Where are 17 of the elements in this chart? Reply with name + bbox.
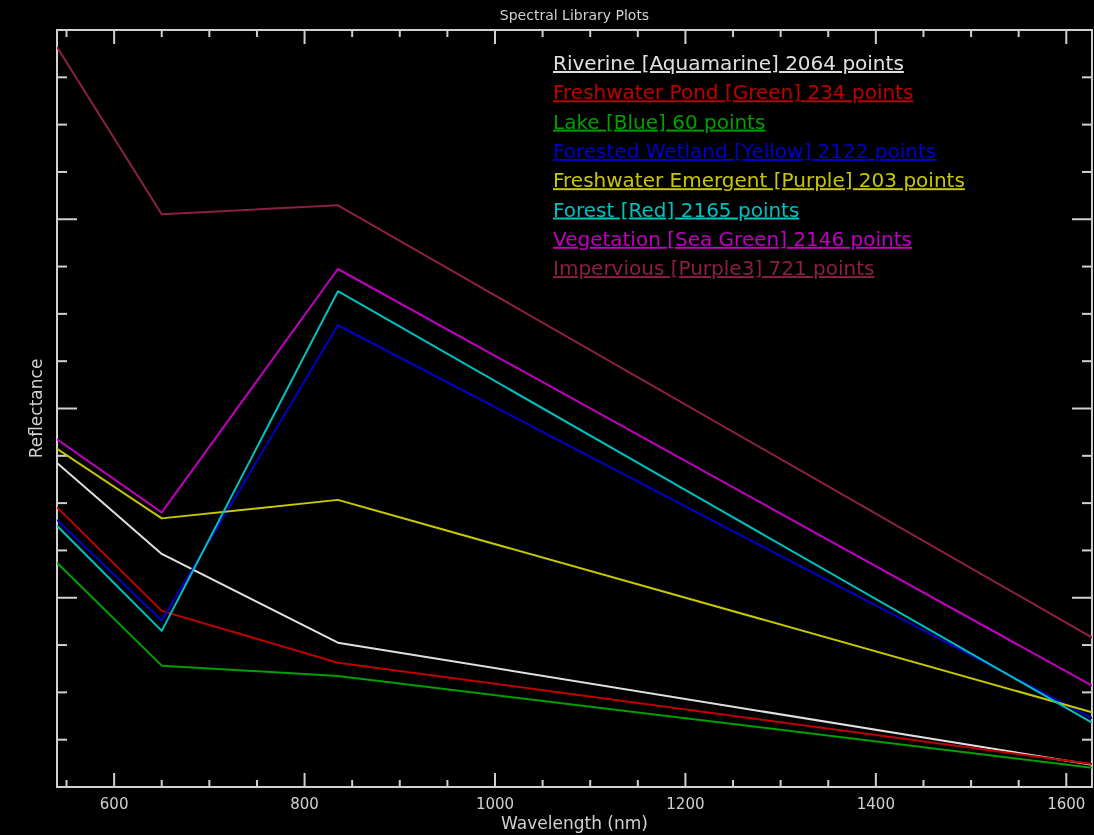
x-tick-label: 1600 <box>1047 795 1086 813</box>
text: Forest [Red] 2165 points <box>553 197 800 222</box>
x-tick-label: 800 <box>290 795 319 813</box>
y-axis-title: Reflectance <box>26 358 46 459</box>
x-tick-label: 1400 <box>856 795 895 813</box>
text: Forested Wetland [Yellow] 2122 points <box>553 138 937 163</box>
text: Freshwater Pond [Green] 234 points <box>553 80 914 105</box>
x-tick-label: 1200 <box>666 795 705 813</box>
x-tick-label: 600 <box>99 795 129 813</box>
x-axis-title: Wavelength (nm) <box>501 813 648 833</box>
legend-label: Riverine [Aquamarine] 2064 points <box>553 51 904 75</box>
chart-title: Spectral Library Plots <box>499 7 650 23</box>
text: Freshwater Emergent [Purple] 203 points <box>553 168 965 193</box>
text: Vegetation [Sea Green] 2146 points <box>553 226 913 251</box>
text: Impervious [Purple3] 721 points <box>553 256 875 281</box>
x-tick-label: 1000 <box>475 795 515 813</box>
text: Lake [Blue] 60 points <box>553 109 766 134</box>
